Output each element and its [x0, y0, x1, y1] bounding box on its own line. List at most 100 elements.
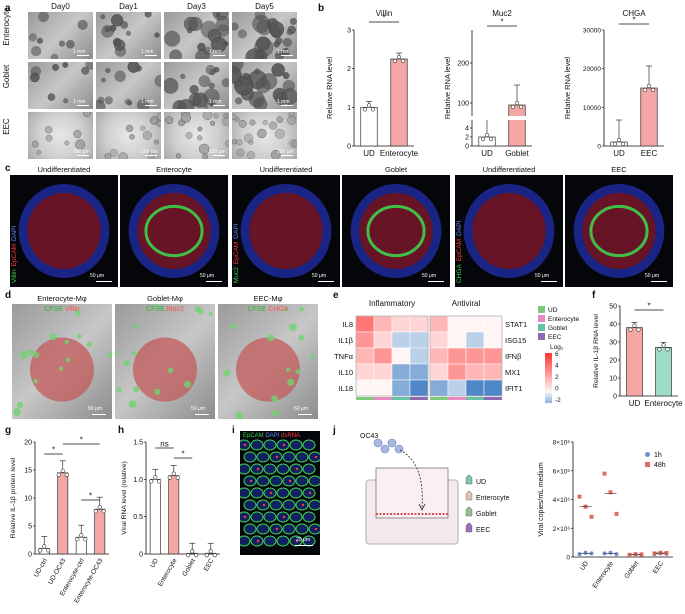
x-tick-label: Enterocyte — [380, 149, 419, 158]
c-image-title: Enterocyte — [156, 165, 192, 174]
x-tick-label: UD — [363, 149, 375, 158]
c-image-title: Undifferentiated — [482, 165, 536, 174]
j-legend-icon — [465, 490, 473, 501]
c-organoid-graphic — [240, 183, 332, 279]
c-epcam-layer — [137, 192, 211, 270]
c-marker-layer — [366, 204, 426, 258]
d-macrophage — [16, 401, 24, 409]
a-organoid — [62, 62, 69, 68]
epithelium-cells-graphic — [240, 439, 320, 547]
c-stain-label: CHGA — [456, 264, 463, 283]
y-tick-label: 0 — [347, 144, 351, 151]
heatmap-cell — [483, 347, 503, 365]
a-scale-bar — [145, 155, 157, 156]
data-point — [75, 537, 80, 542]
e-gene-left: IL10 — [338, 368, 353, 377]
a-organoid — [246, 151, 255, 159]
heatmap-cell — [483, 363, 503, 381]
a-col-header: Day3 — [187, 2, 206, 11]
colorbar-tick: 2 — [555, 374, 559, 381]
j-legend-label: Enterocyte — [476, 495, 510, 502]
d-coculture-image: CFSE CHGA 50 μm — [218, 304, 318, 419]
d-organoid-graphic — [223, 306, 315, 419]
a-organoid-graphic — [232, 62, 297, 109]
y-tick-label: 15 — [24, 468, 32, 475]
heatmap-cell — [429, 315, 449, 333]
j-y-tick-label: 4×10⁶ — [553, 497, 571, 504]
a-organoid — [238, 119, 247, 128]
heatmap-cell — [373, 363, 393, 381]
i-cell — [302, 511, 316, 523]
y-tick-label: 2 — [465, 135, 469, 142]
a-organoid — [144, 12, 152, 18]
a-organoid — [164, 77, 179, 94]
a-organoid — [236, 148, 245, 157]
j-point-1h — [577, 552, 582, 557]
a-organoid — [63, 98, 69, 104]
i-cell — [250, 487, 264, 499]
a-organoid — [38, 12, 49, 23]
panel-label-d: d — [5, 290, 12, 301]
a-organoid — [150, 116, 159, 125]
a-organoid — [249, 119, 256, 126]
y-tick-label: 0 — [597, 144, 601, 151]
d-macrophage — [230, 323, 237, 330]
c-scale-text: 50 μm — [535, 273, 549, 279]
data-point — [616, 137, 622, 143]
a-organoid — [127, 100, 133, 106]
d-image-title: Enterocyte-Mφ — [37, 294, 87, 303]
a-organoid — [286, 29, 293, 36]
j-point-48h — [602, 471, 607, 476]
c-stain-labels: Muc2 EpCAM DAPI — [233, 221, 240, 283]
c-stain-labels: CHGA EpCAM DAPI — [456, 218, 463, 283]
c-organoid-graphic — [18, 183, 110, 279]
y-tick-label: 40 — [609, 322, 617, 329]
colorbar-step — [545, 393, 552, 396]
a-organoid — [216, 15, 229, 32]
a-brightfield-image: 100 μm — [96, 112, 161, 159]
heatmap-cell — [409, 331, 429, 349]
i-cell — [256, 475, 270, 487]
a-scale-text: 100 μm — [209, 149, 226, 155]
d-macrophage — [33, 351, 40, 358]
a-organoid — [256, 36, 271, 51]
d-macrophage — [288, 323, 297, 332]
c-stain-label: Villin — [11, 269, 18, 283]
d-label-marker: Villin — [64, 306, 80, 313]
j-virus-particle — [394, 444, 404, 454]
d-organoid — [236, 337, 300, 402]
a-organoid — [31, 46, 42, 57]
y-axis-label: Relative RNA level — [443, 57, 452, 119]
x-tick-label: UD-OC43 — [47, 557, 68, 586]
i-dsrna-dot — [282, 443, 286, 447]
a-brightfield-image: 1 mm — [232, 12, 297, 59]
data-point — [642, 87, 648, 93]
c-scale-bar — [541, 281, 557, 282]
d-label-marker: CHGA — [268, 306, 289, 313]
heatmap-cell — [447, 347, 467, 365]
data-point — [518, 104, 524, 110]
a-organoid — [257, 128, 267, 139]
colorbar-step — [545, 355, 552, 359]
a-scale-bar — [77, 105, 89, 106]
a-organoid — [197, 126, 203, 132]
d-label-cfse: CFSE — [44, 306, 65, 313]
heatmap-cell — [373, 315, 393, 333]
a-organoid — [29, 72, 40, 83]
sig-label: * — [500, 18, 503, 27]
j-legend-marker — [645, 462, 650, 467]
data-point — [46, 548, 51, 553]
d-macrophage — [271, 395, 278, 403]
j-x-tick-label: Goblet — [623, 560, 640, 580]
a-organoid — [268, 21, 285, 37]
y-tick-label: 50 — [609, 304, 617, 311]
colorbar-step — [545, 375, 552, 379]
y-tick-label: 0 — [28, 552, 32, 559]
a-organoid-graphic — [164, 12, 229, 59]
i-scale-bar — [295, 545, 313, 546]
a-organoid — [268, 121, 278, 130]
bar — [360, 106, 378, 147]
data-point — [186, 553, 191, 558]
d-macrophage — [132, 386, 140, 393]
